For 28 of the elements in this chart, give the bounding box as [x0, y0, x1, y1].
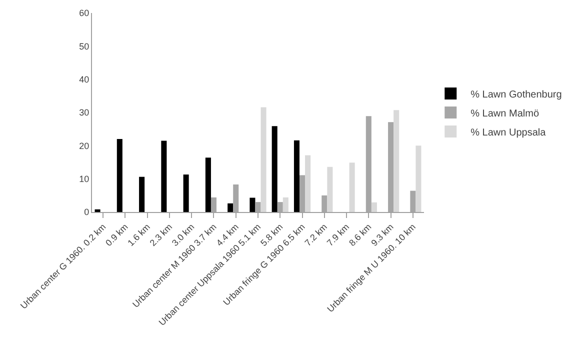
- y-tick-label: 30: [79, 108, 90, 118]
- y-tick-label: 60: [79, 8, 90, 18]
- bar: [305, 155, 311, 212]
- y-tick-label: 0: [84, 207, 90, 218]
- bar: [94, 209, 100, 212]
- y-tick-label: 50: [79, 41, 90, 52]
- bar: [272, 126, 278, 212]
- bar: [228, 203, 234, 212]
- bar: [260, 107, 266, 212]
- bar: [205, 158, 211, 212]
- bar: [139, 176, 145, 212]
- legend-label: % Lawn Gothenburg: [470, 89, 562, 100]
- y-tick-label: 40: [79, 74, 90, 84]
- legend-label: % Lawn Uppsala: [470, 127, 546, 138]
- bar: [416, 146, 422, 212]
- bar: [183, 174, 189, 212]
- y-tick-label: 10: [79, 174, 90, 184]
- bar: [282, 197, 288, 212]
- bar: [349, 162, 355, 212]
- bar: [161, 140, 167, 212]
- bar: [116, 139, 122, 212]
- bar: [394, 110, 400, 212]
- y-tick-label: 20: [79, 140, 90, 151]
- bar: [371, 202, 377, 212]
- bar: [250, 198, 256, 212]
- bar: [294, 140, 300, 212]
- bar: [327, 166, 333, 212]
- legend-label: % Lawn Malmö: [470, 108, 540, 120]
